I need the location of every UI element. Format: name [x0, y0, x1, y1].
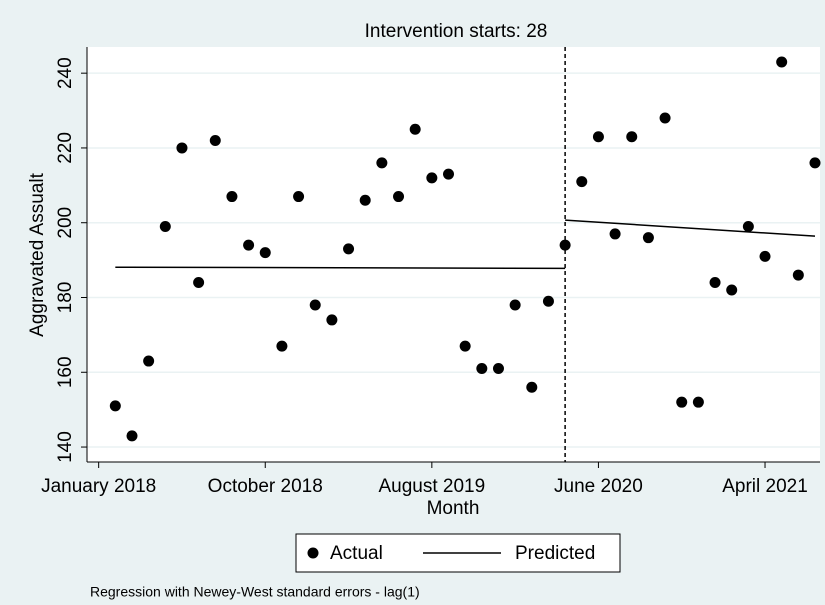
chart-title: Intervention starts: 28 — [365, 21, 548, 42]
data-point — [226, 191, 238, 203]
data-point — [692, 396, 704, 408]
data-point — [676, 396, 688, 408]
data-point — [726, 284, 738, 296]
data-point — [176, 142, 188, 154]
data-point — [143, 355, 155, 367]
data-point — [393, 191, 405, 203]
data-point — [159, 220, 171, 232]
data-point — [626, 131, 638, 143]
legend-label: Predicted — [515, 543, 595, 564]
data-point — [526, 381, 538, 393]
data-point — [326, 314, 338, 326]
note: Regression with Newey-West standard erro… — [90, 584, 420, 600]
data-point — [259, 247, 271, 259]
predicted-line — [115, 219, 816, 270]
data-point — [476, 363, 488, 375]
data-point — [276, 340, 288, 352]
data-point — [559, 239, 571, 251]
legend-label: Actual — [330, 543, 383, 564]
legend-symbol — [307, 547, 319, 559]
data-point — [126, 430, 138, 442]
data-point — [809, 157, 821, 169]
data-point — [209, 134, 221, 146]
data-point — [542, 295, 554, 307]
data-point — [243, 239, 255, 251]
data-point — [459, 340, 471, 352]
data-point — [293, 191, 305, 203]
data-point — [659, 112, 671, 124]
data-point — [792, 269, 804, 281]
data-point — [492, 363, 504, 375]
data-point — [776, 56, 788, 68]
data-point — [443, 168, 455, 180]
data-point — [742, 220, 754, 232]
data-point — [709, 277, 721, 289]
x-tick-label: August 2019 — [378, 476, 485, 497]
data-point — [509, 299, 521, 311]
data-point — [109, 400, 121, 412]
data-point — [576, 176, 588, 188]
data-point — [759, 250, 771, 262]
data-point — [409, 123, 421, 135]
x-tick-label: January 2018 — [41, 476, 156, 497]
y-axis-title: Aggravated Assualt — [27, 172, 48, 336]
y-tick-label: 140 — [55, 431, 76, 463]
y-tick-label: 200 — [55, 207, 76, 239]
data-point — [359, 194, 371, 206]
x-axis-title: Month — [427, 498, 480, 519]
data-point — [309, 299, 321, 311]
y-tick-label: 240 — [55, 57, 76, 89]
data-point — [609, 228, 621, 240]
data-point — [426, 172, 438, 184]
data-point — [642, 232, 654, 244]
x-tick-label: April 2021 — [722, 476, 808, 497]
y-tick-label: 160 — [55, 356, 76, 388]
x-tick-label: June 2020 — [554, 476, 643, 497]
y-tick-label: 180 — [55, 282, 76, 314]
plot-area — [87, 47, 820, 462]
data-point — [376, 157, 388, 169]
data-point — [193, 277, 205, 289]
y-tick-label: 220 — [55, 132, 76, 164]
data-point — [343, 243, 355, 255]
x-tick-label: October 2018 — [208, 476, 323, 497]
data-point — [592, 131, 604, 143]
